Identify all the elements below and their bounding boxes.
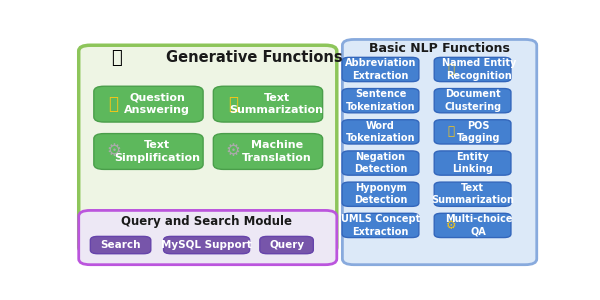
Text: ⚙: ⚙	[106, 142, 121, 160]
FancyBboxPatch shape	[434, 120, 511, 144]
Text: ⭐: ⭐	[448, 63, 455, 76]
FancyBboxPatch shape	[434, 88, 511, 113]
Text: Entity
Linking: Entity Linking	[452, 152, 493, 174]
FancyBboxPatch shape	[94, 86, 203, 122]
FancyBboxPatch shape	[434, 213, 511, 238]
Text: Generative Functions: Generative Functions	[166, 50, 342, 65]
FancyBboxPatch shape	[342, 182, 419, 206]
Text: ⚙: ⚙	[446, 219, 457, 232]
FancyBboxPatch shape	[342, 57, 419, 82]
FancyBboxPatch shape	[342, 120, 419, 144]
FancyBboxPatch shape	[79, 210, 337, 265]
FancyBboxPatch shape	[343, 40, 537, 265]
Text: Named Entity
Recognition: Named Entity Recognition	[442, 58, 516, 81]
Text: MySQL Support: MySQL Support	[161, 240, 252, 250]
Text: Query: Query	[269, 240, 304, 250]
FancyBboxPatch shape	[94, 134, 203, 169]
Text: Search: Search	[100, 240, 141, 250]
FancyBboxPatch shape	[164, 236, 250, 254]
FancyBboxPatch shape	[79, 45, 337, 253]
Text: ⚙: ⚙	[226, 142, 241, 160]
Text: Query and Search Module: Query and Search Module	[121, 215, 292, 229]
Text: Word
Tokenization: Word Tokenization	[346, 121, 415, 143]
Text: Document
Clustering: Document Clustering	[444, 89, 501, 112]
Text: Text
Summarization: Text Summarization	[230, 93, 324, 115]
Text: Text
Simplification: Text Simplification	[114, 140, 200, 163]
FancyBboxPatch shape	[214, 86, 323, 122]
Text: POS
Tagging: POS Tagging	[457, 121, 500, 143]
Text: UMLS Concept
Extraction: UMLS Concept Extraction	[341, 214, 420, 237]
Text: Sentence
Tokenization: Sentence Tokenization	[346, 89, 415, 112]
Text: Text
Summarization: Text Summarization	[431, 183, 514, 206]
FancyBboxPatch shape	[434, 182, 511, 206]
Text: Hyponym
Detection: Hyponym Detection	[354, 183, 407, 206]
Text: Abbreviation
Extraction: Abbreviation Extraction	[345, 58, 416, 81]
Text: Multi-choice
QA: Multi-choice QA	[445, 214, 512, 237]
Text: Machine
Translation: Machine Translation	[242, 140, 311, 163]
FancyBboxPatch shape	[434, 151, 511, 175]
Text: 🌟: 🌟	[112, 49, 122, 67]
Text: Basic NLP Functions: Basic NLP Functions	[369, 42, 510, 55]
Text: Question
Answering: Question Answering	[124, 93, 190, 115]
Text: ⭐: ⭐	[228, 95, 238, 113]
Text: ⭐: ⭐	[109, 95, 119, 113]
Text: ⭐: ⭐	[448, 125, 455, 138]
FancyBboxPatch shape	[214, 134, 323, 169]
FancyBboxPatch shape	[342, 88, 419, 113]
FancyBboxPatch shape	[91, 236, 151, 254]
FancyBboxPatch shape	[342, 151, 419, 175]
FancyBboxPatch shape	[342, 213, 419, 238]
Text: Negation
Detection: Negation Detection	[354, 152, 407, 174]
FancyBboxPatch shape	[260, 236, 313, 254]
FancyBboxPatch shape	[434, 57, 511, 82]
